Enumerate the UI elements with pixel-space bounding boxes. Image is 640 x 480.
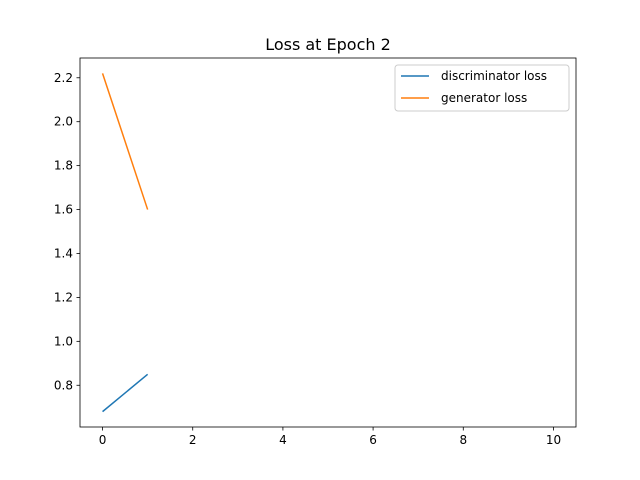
y-axis: 0.8 1.0 1.2 1.4 1.6 1.8 2.0 2.2 [54,71,80,392]
axes-frame [79,57,577,428]
x-tick-label: 2 [189,433,197,447]
legend-box [394,64,570,112]
y-tick-label: 1.6 [54,203,73,217]
x-axis: 0 2 4 6 8 10 [99,427,561,447]
plot-area [79,57,577,428]
series-line-discriminator [102,373,149,413]
series-lines [101,73,149,413]
x-tick-label: 6 [369,433,377,447]
y-tick-label: 1.4 [54,246,73,260]
x-tick-label: 8 [459,433,467,447]
y-tick-label: 0.8 [54,378,73,392]
y-tick-label: 2.2 [54,71,73,85]
series-line-generator [101,73,149,210]
legend: discriminator loss generator loss [394,64,570,112]
y-tick-label: 1.0 [54,334,73,348]
legend-label: discriminator loss [441,69,547,83]
chart-title: Loss at Epoch 2 [265,35,391,54]
x-tick-label: 10 [546,433,561,447]
legend-label: generator loss [441,91,527,105]
x-tick-label: 0 [99,433,107,447]
y-tick-label: 1.2 [54,290,73,304]
y-tick-label: 1.8 [54,159,73,173]
y-tick-label: 2.0 [54,115,73,129]
x-tick-label: 4 [279,433,287,447]
